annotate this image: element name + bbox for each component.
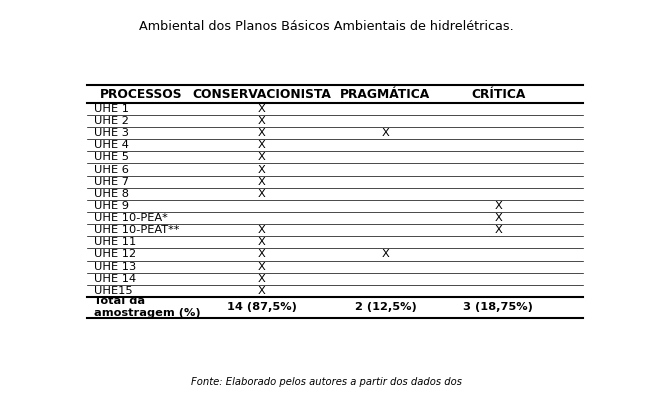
Text: X: X (258, 116, 265, 126)
Text: PRAGMÁTICA: PRAGMÁTICA (340, 87, 430, 100)
Text: UHE 10-PEA*: UHE 10-PEA* (94, 213, 168, 223)
Text: X: X (258, 262, 265, 271)
Text: X: X (258, 249, 265, 260)
Text: UHE 9: UHE 9 (94, 201, 129, 211)
Text: X: X (381, 249, 389, 260)
Text: UHE 11: UHE 11 (94, 237, 136, 247)
Text: X: X (258, 165, 265, 175)
Text: X: X (494, 225, 502, 235)
Text: UHE 12: UHE 12 (94, 249, 136, 260)
Text: 3 (18,75%): 3 (18,75%) (464, 302, 534, 312)
Text: UHE 13: UHE 13 (94, 262, 136, 271)
Text: UHE 6: UHE 6 (94, 165, 129, 175)
Text: Ambiental dos Planos Básicos Ambientais de hidrelétricas.: Ambiental dos Planos Básicos Ambientais … (139, 20, 514, 33)
Text: X: X (258, 286, 265, 296)
Text: UHE 5: UHE 5 (94, 152, 129, 162)
Text: UHE 7: UHE 7 (94, 177, 129, 187)
Text: X: X (258, 140, 265, 150)
Text: UHE 10-PEAT**: UHE 10-PEAT** (94, 225, 180, 235)
Text: UHE 1: UHE 1 (94, 104, 129, 114)
Text: X: X (381, 128, 389, 138)
Text: X: X (258, 128, 265, 138)
Text: X: X (494, 201, 502, 211)
Text: UHE15: UHE15 (94, 286, 133, 296)
Text: UHE 8: UHE 8 (94, 189, 129, 199)
Text: CONSERVACIONISTA: CONSERVACIONISTA (192, 87, 331, 100)
Text: UHE 2: UHE 2 (94, 116, 129, 126)
Text: UHE 14: UHE 14 (94, 274, 136, 284)
Text: UHE 4: UHE 4 (94, 140, 129, 150)
Text: Total da
amostragem (%): Total da amostragem (%) (94, 296, 201, 318)
Text: X: X (258, 152, 265, 162)
Text: X: X (258, 189, 265, 199)
Text: UHE 3: UHE 3 (94, 128, 129, 138)
Text: 2 (12,5%): 2 (12,5%) (355, 302, 417, 312)
Text: X: X (258, 274, 265, 284)
Text: X: X (258, 225, 265, 235)
Text: Fonte: Elaborado pelos autores a partir dos dados dos: Fonte: Elaborado pelos autores a partir … (191, 377, 462, 387)
Text: X: X (258, 237, 265, 247)
Text: X: X (258, 177, 265, 187)
Text: X: X (258, 104, 265, 114)
Text: CRÍTICA: CRÍTICA (471, 87, 526, 100)
Text: 14 (87,5%): 14 (87,5%) (227, 302, 296, 312)
Text: PROCESSOS: PROCESSOS (100, 87, 182, 100)
Text: X: X (494, 213, 502, 223)
